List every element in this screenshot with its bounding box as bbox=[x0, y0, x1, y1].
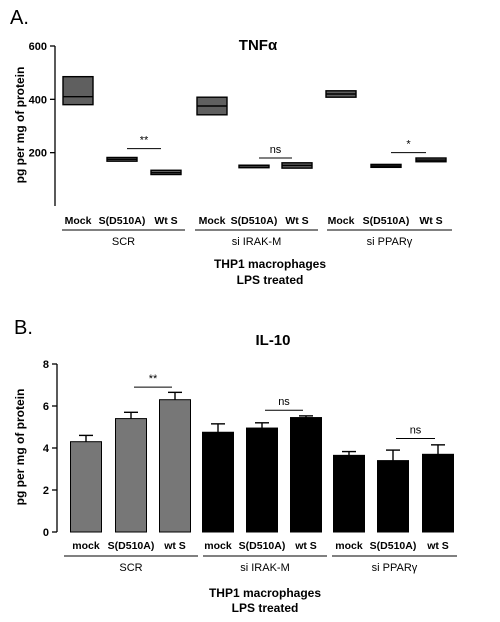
x-tick-label: wt S bbox=[426, 540, 449, 552]
x-tick-label: S(D510A) bbox=[363, 215, 410, 227]
significance-label: ** bbox=[140, 135, 149, 147]
y-tick-label: 400 bbox=[29, 94, 47, 106]
x-tick-label: mock bbox=[204, 540, 232, 552]
significance-label: ns bbox=[278, 396, 290, 408]
significance-label: ns bbox=[410, 425, 422, 437]
x-tick-label: Wt S bbox=[419, 215, 442, 227]
bar bbox=[159, 399, 191, 533]
chart-a-title: TNFα bbox=[239, 37, 278, 54]
y-tick-label: 0 bbox=[43, 527, 49, 539]
chart-a-xlabel-line2: LPS treated bbox=[237, 273, 304, 287]
significance-label: * bbox=[406, 139, 411, 151]
chart-a-xlabel-line1: THP1 macrophages bbox=[214, 257, 326, 271]
x-tick-label: S(D510A) bbox=[99, 215, 146, 227]
chart-b-ylabel: pg per mg of protein bbox=[13, 389, 27, 506]
group-label: SCR bbox=[112, 236, 135, 248]
bar bbox=[290, 417, 322, 533]
y-tick-label: 4 bbox=[43, 443, 50, 455]
x-tick-label: S(D510A) bbox=[370, 540, 417, 552]
significance-label: ** bbox=[149, 373, 158, 385]
x-tick-label: Wt S bbox=[154, 215, 177, 227]
chart-b-title: IL-10 bbox=[255, 332, 290, 349]
bar bbox=[333, 454, 365, 533]
bar bbox=[377, 460, 409, 533]
y-tick-label: 2 bbox=[43, 485, 49, 497]
x-tick-label: wt S bbox=[294, 540, 317, 552]
significance-label: ns bbox=[270, 144, 282, 156]
y-tick-label: 600 bbox=[29, 41, 47, 53]
chart-a-plot: 200 400 600 Mock S(D510A) Wt S Mock S(D510A) Wt … bbox=[29, 41, 452, 248]
y-tick-label: 8 bbox=[43, 359, 49, 371]
panel-a-label: A. bbox=[10, 7, 29, 29]
chart-b-xlabel-line1: THP1 macrophages bbox=[209, 586, 321, 600]
group-label: si PPARγ bbox=[367, 236, 413, 248]
x-tick-label: mock bbox=[72, 540, 100, 552]
bar bbox=[70, 441, 102, 533]
x-tick-label: Mock bbox=[328, 215, 355, 227]
y-tick-label: 200 bbox=[29, 148, 47, 160]
x-tick-label: Mock bbox=[65, 215, 92, 227]
group-label: SCR bbox=[119, 562, 142, 574]
group-label: si IRAK-M bbox=[232, 236, 282, 248]
bar bbox=[422, 453, 454, 533]
box bbox=[62, 75, 94, 106]
x-tick-label: S(D510A) bbox=[239, 540, 286, 552]
chart-b-xlabel-line2: LPS treated bbox=[232, 601, 299, 615]
group-label: si PPARγ bbox=[372, 562, 418, 574]
chart-a-ylabel: pg per mg of protein bbox=[13, 67, 27, 184]
x-tick-label: mock bbox=[335, 540, 363, 552]
group-label: si IRAK-M bbox=[240, 562, 290, 574]
x-tick-label: Wt S bbox=[285, 215, 308, 227]
x-tick-label: Mock bbox=[199, 215, 226, 227]
x-tick-label: S(D510A) bbox=[108, 540, 155, 552]
bar bbox=[115, 418, 147, 533]
panel-b-label: B. bbox=[14, 317, 33, 339]
y-tick-label: 6 bbox=[43, 401, 49, 413]
bar bbox=[202, 431, 234, 533]
x-tick-label: wt S bbox=[163, 540, 186, 552]
chart-b-plot: 0 2 4 6 8 mock S(D510A) wt S mock S(D510A) wt S moc… bbox=[43, 359, 457, 574]
bar bbox=[246, 427, 278, 533]
x-tick-label: S(D510A) bbox=[231, 215, 278, 227]
